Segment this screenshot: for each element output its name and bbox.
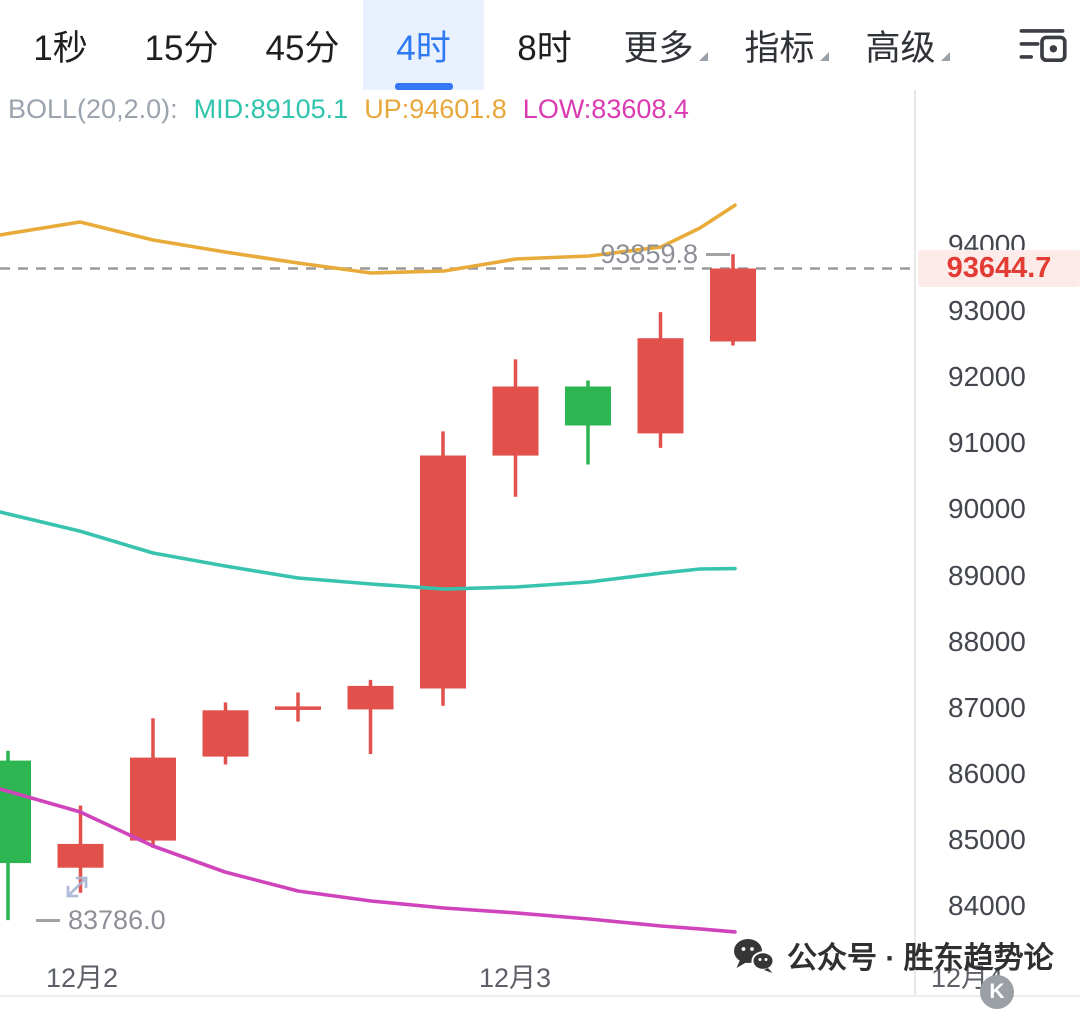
wechat-icon (734, 938, 775, 973)
candle-body (202, 710, 249, 757)
caret-down-icon (819, 51, 829, 61)
candle-body (565, 386, 611, 426)
timeframe-toolbar: 1秒 15分 45分 4时 8时 更多 指标 高级 (0, 0, 1080, 90)
candle-body (57, 843, 104, 868)
toolbar-spacer (968, 0, 1004, 90)
marker-dash (36, 918, 60, 922)
menu-label: 更多 (623, 28, 694, 68)
current-price-value: 93644.7 (946, 252, 1052, 285)
boll-indicator-legend: BOLL(20,2.0): MID:89105.1 UP:94601.8 LOW… (8, 94, 689, 125)
boll-middle-band (0, 510, 737, 591)
expand-chart-icon[interactable] (54, 864, 100, 910)
menu-label: 指标 (744, 28, 815, 68)
boll-upper-band (0, 203, 737, 275)
menu-indicators[interactable]: 指标 (726, 0, 847, 90)
candle-body (710, 268, 756, 342)
chart-settings-button[interactable] (1004, 0, 1080, 90)
menu-label: 高级 (865, 28, 936, 68)
candle-high-marker: 93859.8 (558, 238, 730, 270)
menu-more[interactable]: 更多 (605, 0, 726, 90)
candle-body (492, 386, 539, 456)
candle-body (637, 338, 684, 434)
tab-8hour[interactable]: 8时 (484, 0, 605, 90)
caret-down-icon (940, 51, 950, 61)
k-badge: K (980, 975, 1014, 1009)
high-marker-value: 93859.8 (600, 239, 698, 270)
tab-1sec[interactable]: 1秒 (0, 0, 121, 90)
candle-body (420, 455, 466, 689)
tab-label: 4时 (396, 28, 451, 68)
tab-45min[interactable]: 45分 (242, 0, 363, 90)
watermark: 公众号 · 胜东趋势论 (733, 933, 1054, 977)
marker-dash (706, 252, 730, 256)
candle-body (347, 685, 394, 710)
tab-label: 15分 (144, 28, 219, 68)
k-badge-letter: K (989, 980, 1005, 1003)
candle-body (0, 760, 31, 864)
candle-body (130, 757, 176, 841)
candle-body (275, 706, 321, 710)
boll-up-value: UP:94601.8 (364, 94, 507, 124)
current-price-tag: 93644.7 (918, 250, 1080, 288)
tab-label: 45分 (265, 28, 340, 68)
tab-label: 1秒 (33, 28, 88, 68)
menu-advanced[interactable]: 高级 (847, 0, 968, 90)
chart-settings-icon (1019, 29, 1067, 63)
boll-lower-band (0, 787, 737, 934)
boll-low-value: LOW:83608.4 (522, 94, 689, 124)
boll-mid-value: MID:89105.1 (193, 94, 349, 124)
boll-name: BOLL(20,2.0): (8, 94, 178, 124)
watermark-text: 公众号 · 胜东趋势论 (787, 942, 1054, 975)
caret-down-icon (698, 51, 708, 61)
low-marker-value: 83786.0 (68, 905, 166, 936)
tab-label: 8时 (517, 28, 572, 68)
candle-low-marker: 83786.0 (36, 904, 166, 936)
tab-4hour[interactable]: 4时 (363, 0, 484, 90)
tab-15min[interactable]: 15分 (121, 0, 242, 90)
